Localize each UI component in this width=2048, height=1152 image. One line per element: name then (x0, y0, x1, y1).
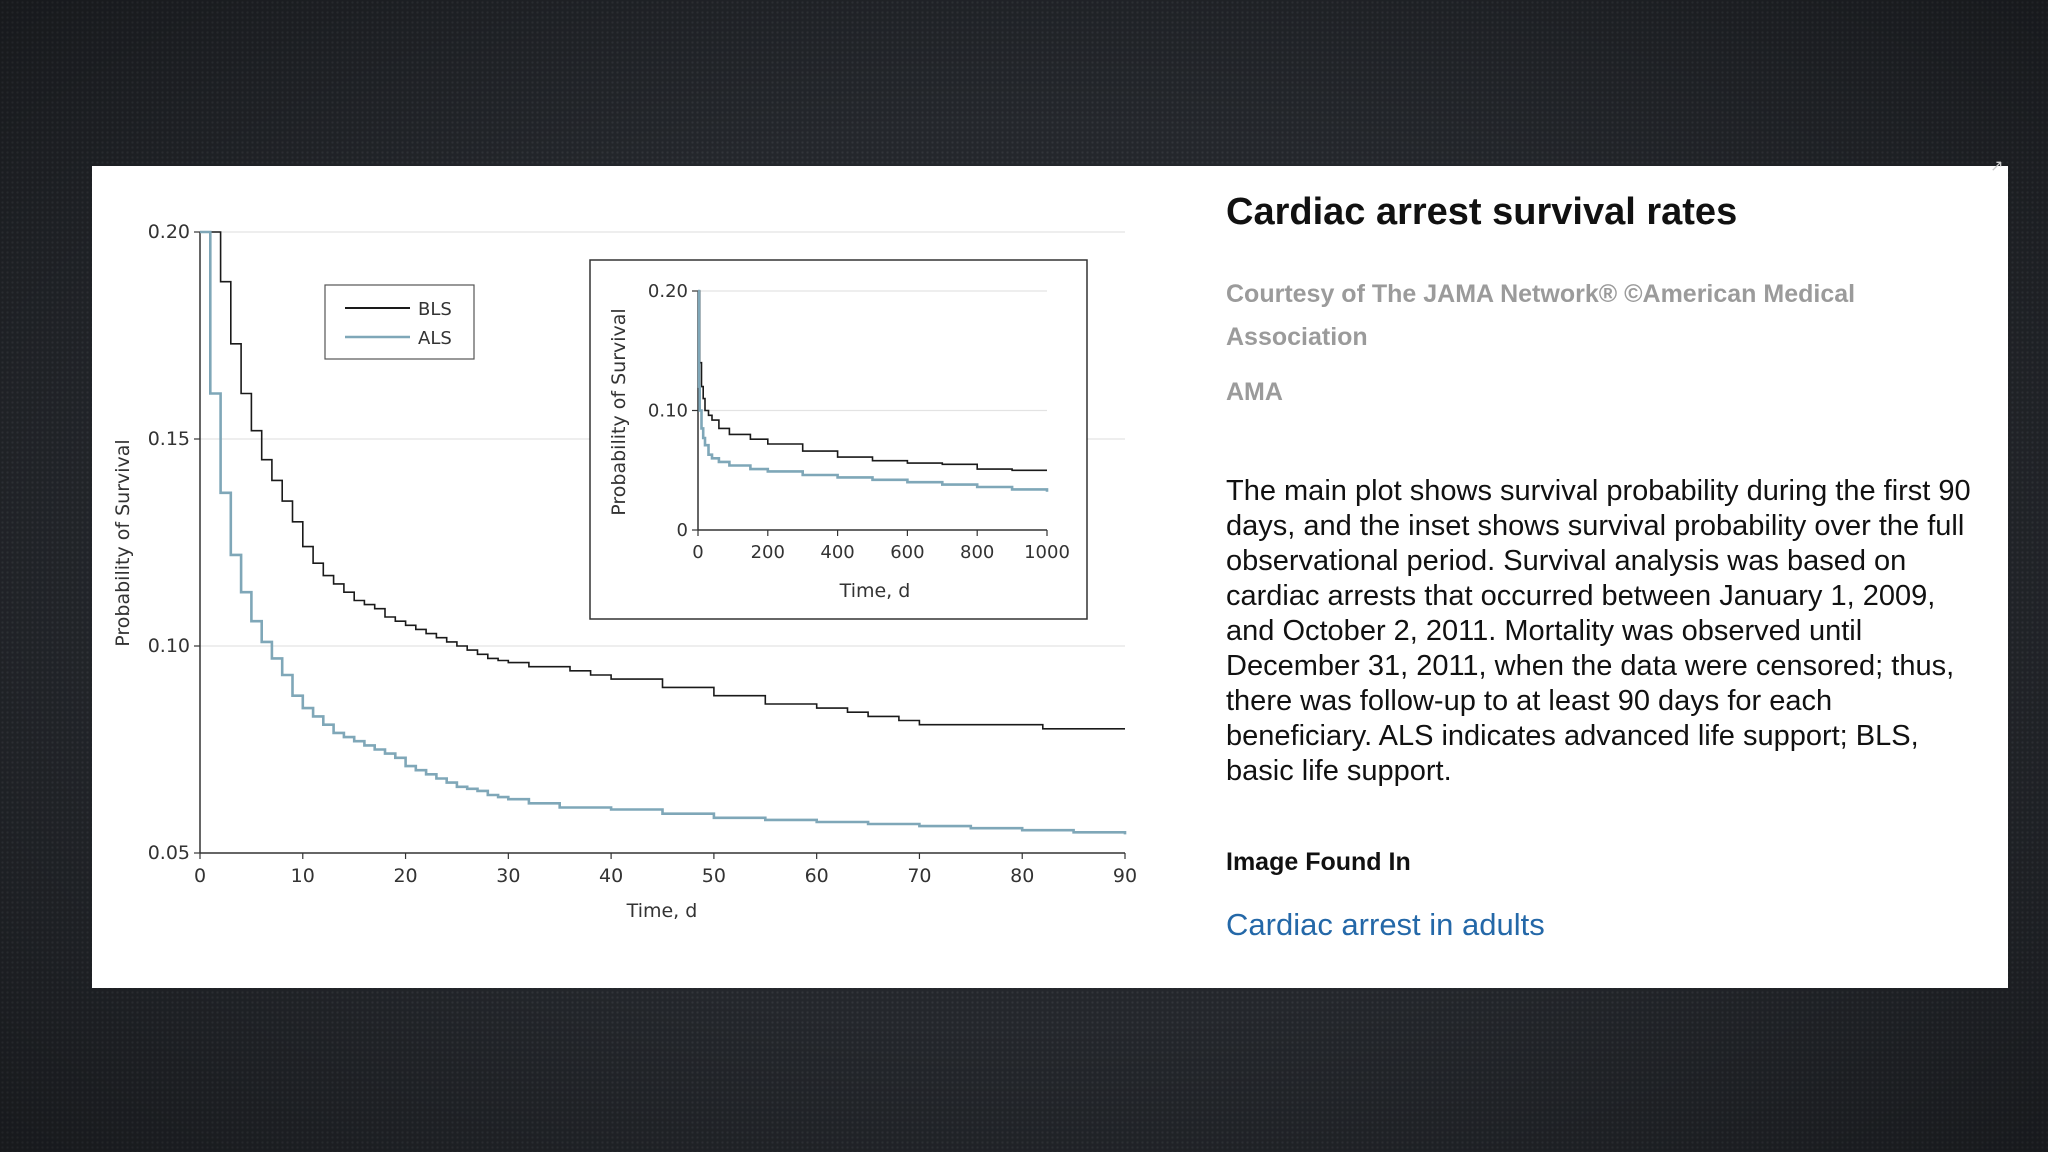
inset-frame (589, 259, 1088, 620)
legend: BLS ALS (324, 284, 475, 360)
x-tick-label: 600 (890, 542, 924, 563)
x-tick-label: 10 (291, 865, 315, 887)
x-tick-label: 30 (496, 865, 520, 887)
image-found-in-link[interactable]: Cardiac arrest in adults (1226, 907, 1545, 942)
image-credit: Courtesy of The JAMA Network® ©American … (1226, 280, 1856, 351)
inset-series (697, 289, 1049, 492)
series-line-als (200, 230, 1127, 835)
inset-x-ticks: 0 200 400 600 800 1000 (692, 530, 1070, 563)
x-tick-label: 80 (1010, 865, 1034, 887)
main-x-ticks: 0 10 20 30 40 50 60 70 80 90 (194, 853, 1137, 887)
series-line-bls (698, 290, 1047, 472)
image-caption: The main plot shows survival probability… (1226, 475, 1971, 787)
series-line-bls (200, 231, 1125, 730)
y-tick-label: 0.10 (648, 401, 688, 422)
main-x-axis-label: Time, d (626, 900, 698, 922)
x-tick-label: 0 (194, 865, 206, 887)
x-tick-label: 60 (805, 865, 829, 887)
close-icon[interactable]: ↗ (1990, 156, 2004, 175)
x-tick-label: 400 (820, 542, 854, 563)
x-tick-label: 800 (960, 542, 994, 563)
x-tick-label: 0 (692, 542, 703, 563)
survival-figure: 0.05 0.10 0.15 0.20 0 10 20 30 40 50 60 70 80 90 Tim… (112, 221, 1137, 922)
image-source: AMA (1226, 378, 1283, 406)
y-tick-label: 0.20 (648, 281, 688, 302)
panel-title: Cardiac arrest survival rates (1226, 191, 1738, 233)
main-y-ticks: 0.05 0.10 0.15 0.20 (148, 221, 200, 864)
legend-label-bls: BLS (418, 299, 452, 320)
main-y-axis-label: Probability of Survival (112, 439, 134, 646)
y-tick-label: 0.15 (148, 428, 190, 450)
x-tick-label: 70 (907, 865, 931, 887)
inset-y-ticks: 0 0.10 0.20 (648, 281, 698, 541)
y-tick-label: 0.05 (148, 842, 190, 864)
x-tick-label: 50 (702, 865, 726, 887)
inset-y-axis-label: Probability of Survival (608, 308, 630, 515)
main-series (200, 230, 1127, 835)
x-tick-label: 200 (751, 542, 785, 563)
y-tick-label: 0.20 (148, 221, 190, 243)
series-line-als (697, 289, 1049, 492)
legend-label-als: ALS (418, 328, 452, 349)
image-found-in-heading: Image Found In (1226, 848, 1411, 876)
x-tick-label: 20 (393, 865, 417, 887)
inset-x-axis-label: Time, d (839, 580, 911, 602)
x-tick-label: 40 (599, 865, 623, 887)
legend-box (324, 284, 475, 360)
x-tick-label: 90 (1113, 865, 1137, 887)
x-tick-label: 1000 (1024, 542, 1070, 563)
y-tick-label: 0 (677, 520, 688, 541)
inset-plot: 0 0.10 0.20 0 200 400 600 800 1000 Time, d Prob… (589, 259, 1088, 620)
main-plot: 0.05 0.10 0.15 0.20 0 10 20 30 40 50 60 70 80 90 Tim… (112, 221, 1137, 922)
inset-grid (698, 290, 1047, 412)
y-tick-label: 0.10 (148, 635, 190, 657)
